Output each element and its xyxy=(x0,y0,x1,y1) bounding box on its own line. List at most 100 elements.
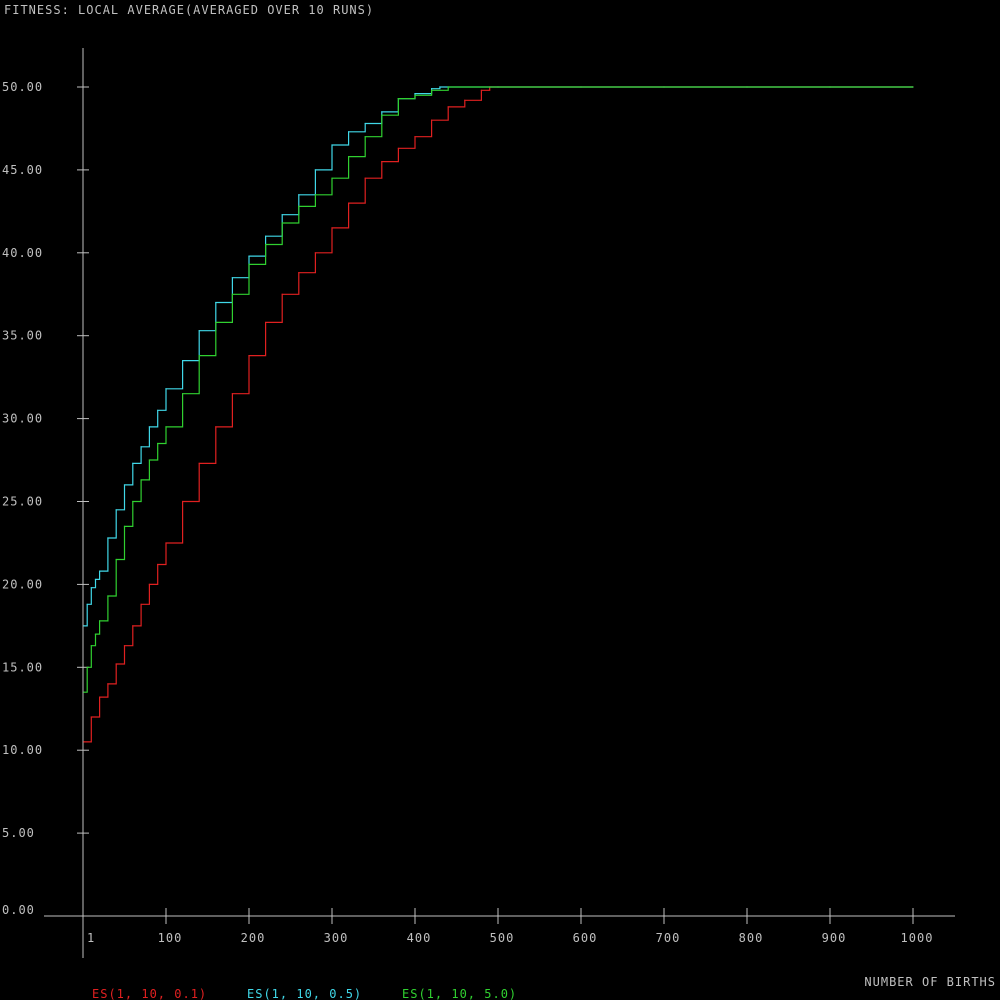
data-point xyxy=(447,106,449,108)
y-tick-label: 10.00 xyxy=(2,743,43,757)
series-lines xyxy=(83,86,914,743)
data-point xyxy=(580,86,582,88)
data-point xyxy=(86,603,88,605)
series-1 xyxy=(83,86,914,743)
data-point xyxy=(231,293,233,295)
data-point xyxy=(331,177,333,179)
data-point xyxy=(107,683,109,685)
data-point xyxy=(132,462,134,464)
data-point xyxy=(348,202,350,204)
data-point xyxy=(397,147,399,149)
data-point xyxy=(83,691,85,693)
data-point xyxy=(348,131,350,133)
data-point xyxy=(107,595,109,597)
data-point xyxy=(157,409,159,411)
series-line xyxy=(83,86,913,693)
data-point xyxy=(314,169,316,171)
data-point xyxy=(364,136,366,138)
data-point xyxy=(165,426,167,428)
data-point xyxy=(123,525,126,527)
chart-title: FITNESS: LOCAL AVERAGE(AVERAGED OVER 10 … xyxy=(4,3,374,17)
x-tick-label: 100 xyxy=(158,931,183,945)
y-tick-label: 35.00 xyxy=(2,329,43,343)
data-point xyxy=(123,484,126,486)
data-point xyxy=(215,426,217,428)
data-point xyxy=(182,500,184,503)
data-point xyxy=(431,119,433,121)
data-point xyxy=(231,277,233,279)
data-point xyxy=(314,194,316,196)
y-tick-label: 40.00 xyxy=(2,246,43,260)
data-point xyxy=(165,542,167,544)
data-point xyxy=(99,570,101,572)
y-tick-label: 0.00 xyxy=(2,903,35,917)
data-point xyxy=(414,94,416,96)
data-point xyxy=(281,222,283,224)
data-point xyxy=(123,645,126,647)
data-point xyxy=(331,227,333,229)
legend-entry: ES(1, 10, 0.5) xyxy=(247,987,362,1000)
data-point xyxy=(215,321,217,324)
data-point xyxy=(115,509,117,511)
data-point xyxy=(248,263,250,266)
data-point xyxy=(157,563,159,566)
x-tick-label: 800 xyxy=(739,931,764,945)
x-tick-label: 200 xyxy=(241,931,266,945)
data-point xyxy=(298,205,300,207)
x-axis-ticks: 1 100 200 300 400 500 600 700 800 900 1000 xyxy=(87,908,934,945)
data-point xyxy=(198,462,200,464)
x-tick-label: 1000 xyxy=(901,931,934,945)
x-tick-label: 400 xyxy=(407,931,432,945)
data-point xyxy=(298,272,300,274)
data-point xyxy=(348,156,350,158)
data-point xyxy=(148,426,150,428)
data-point xyxy=(90,645,92,647)
x-tick-label: 300 xyxy=(324,931,349,945)
data-point xyxy=(215,301,217,304)
data-point xyxy=(83,625,85,627)
data-point xyxy=(447,86,449,88)
data-point xyxy=(912,86,914,88)
data-point xyxy=(148,459,150,461)
data-point xyxy=(115,558,117,561)
data-point xyxy=(431,89,433,91)
legend-entry: ES(1, 10, 5.0) xyxy=(402,987,517,1000)
data-point xyxy=(829,86,831,88)
data-point xyxy=(132,625,134,627)
data-point xyxy=(99,620,101,622)
data-point xyxy=(265,321,267,324)
data-point xyxy=(497,86,499,88)
data-point xyxy=(140,603,142,605)
data-point xyxy=(265,243,267,246)
y-tick-label: 45.00 xyxy=(2,163,43,177)
x-axis-label: NUMBER OF BIRTHS xyxy=(864,975,996,989)
data-point xyxy=(431,88,433,90)
data-point xyxy=(364,122,366,125)
x-tick-label: 500 xyxy=(490,931,515,945)
data-point xyxy=(107,537,109,539)
data-point xyxy=(663,86,665,88)
data-point xyxy=(314,252,316,254)
data-point xyxy=(94,633,97,635)
y-tick-label: 15.00 xyxy=(2,660,43,674)
data-point xyxy=(381,161,383,163)
legend-entry: ES(1, 10, 0.1) xyxy=(92,987,207,1000)
y-tick-label: 50.00 xyxy=(2,80,43,94)
data-point xyxy=(182,393,184,395)
data-point xyxy=(414,93,416,95)
x-tick-label: 900 xyxy=(822,931,847,945)
series-2 xyxy=(83,86,914,627)
data-point xyxy=(414,136,416,138)
data-point xyxy=(132,500,134,503)
data-point xyxy=(397,98,399,100)
data-point xyxy=(99,696,101,698)
y-tick-label: 5.00 xyxy=(2,826,35,840)
data-point xyxy=(115,663,117,665)
data-point xyxy=(381,111,383,113)
data-point xyxy=(140,446,142,448)
data-point xyxy=(231,393,233,395)
data-point xyxy=(281,293,283,295)
data-point xyxy=(86,666,88,668)
x-tick-label: 1 xyxy=(87,931,95,945)
